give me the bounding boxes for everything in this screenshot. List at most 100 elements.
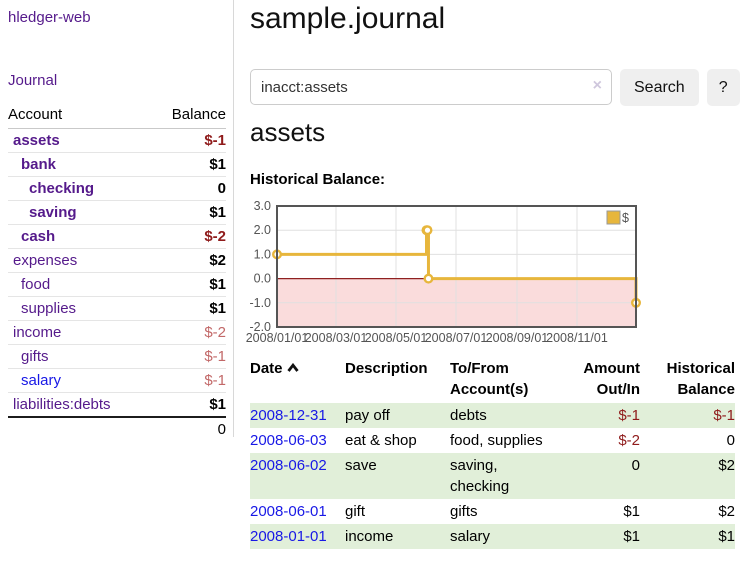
register-row: 2008-06-02 save saving, checking 0 $2 [250, 453, 735, 499]
transaction-date-link[interactable]: 2008-01-01 [250, 528, 327, 545]
help-button[interactable]: ? [706, 69, 740, 106]
svg-text:$: $ [622, 211, 629, 225]
sort-ascending-icon [286, 358, 299, 379]
register-header-amount: Amount Out/In [583, 360, 640, 398]
register-cell-description: gift [345, 503, 366, 520]
accounts-header-balance: Balance [150, 103, 226, 129]
account-row: checking 0 [8, 176, 226, 201]
account-balance: $1 [150, 272, 226, 297]
register-cell-accounts: salary [450, 528, 491, 545]
register-cell-amount: $-2 [618, 432, 640, 449]
account-balance: $2 [150, 248, 226, 273]
register-row: 2008-12-31 pay off debts $-1 $-1 [250, 403, 735, 428]
register-cell-amount: 0 [631, 457, 640, 474]
register-cell-balance: $2 [718, 503, 735, 520]
register-cell-date: 2008-12-31 [250, 403, 345, 428]
register-row: 2008-01-01 income salary $1 $1 [250, 524, 735, 549]
clear-search-icon[interactable]: × [592, 77, 602, 94]
account-row: bank $1 [8, 152, 226, 177]
register-cell-accounts: saving, checking [450, 457, 510, 495]
account-balance: $1 [150, 296, 226, 321]
register-cell-balance: $2 [718, 457, 735, 474]
register-cell-description: eat & shop [345, 432, 417, 449]
svg-text:2008/11/01: 2008/11/01 [546, 331, 608, 345]
register-cell-accounts: debts [450, 407, 487, 424]
account-link-supplies[interactable]: supplies [21, 300, 77, 317]
account-row: expenses $2 [8, 248, 226, 273]
account-link-assets[interactable]: assets [13, 132, 60, 149]
account-link-gifts[interactable]: gifts [21, 348, 49, 365]
account-balance: $-1 [150, 368, 226, 393]
register-table: Date Description To/From Account(s) Amou… [250, 355, 735, 549]
accounts-total-row: 0 [8, 416, 226, 441]
account-heading: assets [250, 117, 326, 147]
account-link-checking[interactable]: checking [29, 180, 95, 197]
account-link-cash[interactable]: cash [21, 228, 56, 245]
register-header-accounts: To/From Account(s) [450, 360, 529, 398]
historical-balance-chart: $3.0 2.0 1.0 0.0 -1.0 -2.0 2008/01/01 2008/03/0… [240, 196, 660, 348]
svg-text:1.0: 1.0 [254, 247, 271, 261]
account-row: food $1 [8, 272, 226, 297]
account-row: income $-2 [8, 320, 226, 345]
transaction-date-link[interactable]: 2008-06-01 [250, 503, 327, 520]
register-header-balance: Historical Balance [666, 360, 735, 398]
svg-text:-1.0: -1.0 [249, 296, 271, 310]
sidebar-item-journal[interactable]: Journal [8, 72, 58, 89]
svg-text:2008/03/01: 2008/03/01 [305, 331, 368, 345]
account-balance: $-1 [204, 132, 226, 149]
register-cell-accounts: food, supplies [450, 432, 543, 449]
account-balance: $1 [150, 152, 226, 177]
chart-canvas: $3.0 2.0 1.0 0.0 -1.0 -2.02008/01/012008/03/0… [246, 199, 642, 345]
search-form: × Search ? [250, 69, 740, 106]
svg-text:2008/09/01: 2008/09/01 [486, 331, 549, 345]
svg-text:2008/07/01: 2008/07/01 [425, 331, 488, 345]
chart-title: Historical Balance: [250, 171, 386, 188]
register-cell-description: save [345, 457, 377, 474]
account-link-liabilities-debts[interactable]: liabilities:debts [13, 396, 111, 413]
accounts-balance-table: Account Balance assets $-1 bank $1 checking 0… [8, 103, 226, 441]
search-input[interactable] [250, 69, 612, 105]
main-content: sample.journal × Search ? assets Histori… [246, 0, 742, 582]
transaction-date-link[interactable]: 2008-12-31 [250, 407, 327, 424]
account-balance: $1 [150, 200, 226, 225]
account-link-bank[interactable]: bank [21, 156, 57, 173]
search-button[interactable]: Search [620, 69, 699, 106]
register-cell-date: 2008-06-03 [250, 428, 345, 453]
register-row: 2008-06-01 gift gifts $1 $2 [250, 499, 735, 524]
register-cell-accounts: gifts [450, 503, 478, 520]
account-balance: $-2 [150, 320, 226, 345]
account-link-expenses[interactable]: expenses [13, 252, 78, 269]
page-title: sample.journal [250, 2, 446, 35]
accounts-header-row: Account Balance [8, 103, 226, 129]
account-row: salary $-1 [8, 368, 226, 393]
register-cell-balance: $1 [718, 528, 735, 545]
svg-text:3.0: 3.0 [254, 199, 271, 213]
register-header-date-label: Date [250, 360, 283, 377]
account-balance: 0 [150, 176, 226, 201]
transaction-date-link[interactable]: 2008-06-03 [250, 432, 327, 449]
account-link-income[interactable]: income [13, 324, 62, 341]
account-row: liabilities:debts $1 [8, 392, 226, 417]
register-cell-amount: $1 [623, 528, 640, 545]
account-row: saving $1 [8, 200, 226, 225]
account-balance: $1 [150, 392, 226, 417]
accounts-header-account: Account [8, 103, 151, 129]
register-row: 2008-06-03 eat & shop food, supplies $-2 0 [250, 428, 735, 453]
register-cell-date: 2008-06-02 [250, 453, 345, 499]
register-cell-balance: 0 [726, 432, 735, 449]
sidebar: hledger-web Journal Account Balance asse… [0, 0, 234, 441]
accounts-total-value: 0 [150, 416, 226, 441]
register-cell-amount: $-1 [618, 407, 640, 424]
app-title-link[interactable]: hledger-web [8, 9, 91, 26]
account-link-salary[interactable]: salary [21, 372, 62, 389]
account-link-saving[interactable]: saving [29, 204, 77, 221]
svg-text:2.0: 2.0 [254, 223, 271, 237]
account-balance: $-1 [150, 344, 226, 369]
register-cell-date: 2008-01-01 [250, 524, 345, 549]
account-row: gifts $-1 [8, 344, 226, 369]
account-link-food[interactable]: food [21, 276, 51, 293]
account-row: assets $-1 [8, 129, 226, 153]
register-header-date[interactable]: Date [250, 355, 345, 403]
transaction-date-link[interactable]: 2008-06-02 [250, 457, 327, 474]
svg-text:0.0: 0.0 [254, 272, 271, 286]
